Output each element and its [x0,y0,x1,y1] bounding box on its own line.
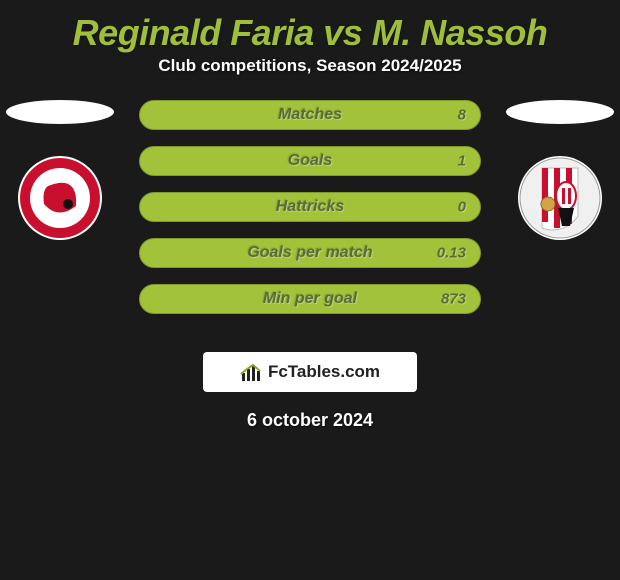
club-badge-left [18,156,102,240]
player-right-avatar-placeholder [506,100,614,124]
stat-value: 8 [458,107,466,124]
stat-bar-hattricks: Hattricks 0 [139,192,481,222]
player-left-avatar-placeholder [6,100,114,124]
bar-chart-icon [240,361,262,383]
site-logo-text: FcTables.com [268,362,380,382]
stat-label: Min per goal [263,290,357,308]
comparison-subtitle: Club competitions, Season 2024/2025 [0,56,620,76]
club-badge-right [518,156,602,240]
stat-bar-goals: Goals 1 [139,146,481,176]
stat-value: 0.13 [437,245,466,262]
stat-label: Hattricks [276,198,344,216]
stat-label: Goals [288,152,332,170]
almere-city-icon [18,156,102,240]
sparta-rotterdam-icon [518,156,602,240]
stat-bar-goals-per-match: Goals per match 0.13 [139,238,481,268]
site-logo-box: FcTables.com [203,352,417,392]
stats-bars: Matches 8 Goals 1 Hattricks 0 Goals per … [139,100,481,314]
stat-label: Goals per match [247,244,372,262]
stat-value: 1 [458,153,466,170]
stat-label: Matches [278,106,342,124]
player-left-column [0,100,120,240]
comparison-title: Reginald Faria vs M. Nassoh [0,0,620,56]
comparison-area: Matches 8 Goals 1 Hattricks 0 Goals per … [0,100,620,334]
stat-value: 0 [458,199,466,216]
comparison-date: 6 october 2024 [0,410,620,431]
stat-value: 873 [441,291,466,308]
player-right-column [500,100,620,240]
stat-bar-min-per-goal: Min per goal 873 [139,284,481,314]
stat-bar-matches: Matches 8 [139,100,481,130]
